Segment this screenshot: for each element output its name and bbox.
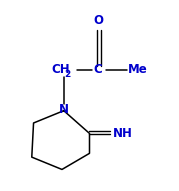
Text: 2: 2 (64, 70, 71, 79)
Text: C: C (94, 63, 102, 76)
Text: NH: NH (113, 127, 133, 140)
Text: N: N (59, 103, 69, 116)
Text: CH: CH (51, 63, 70, 76)
Text: O: O (93, 14, 103, 27)
Text: Me: Me (128, 63, 147, 76)
